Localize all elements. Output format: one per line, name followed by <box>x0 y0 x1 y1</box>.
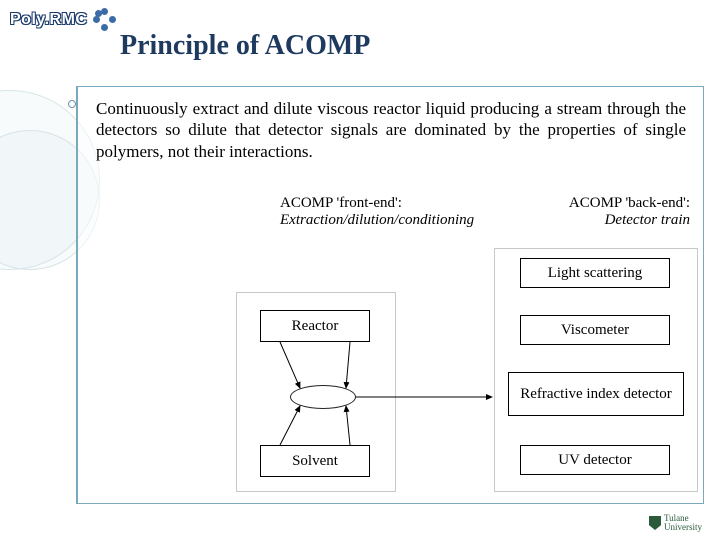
description-text: Continuously extract and dilute viscous … <box>96 98 686 162</box>
node-refractive-index: Refractive index detector <box>508 372 684 416</box>
frontend-label-lead: ACOMP 'front-end': <box>280 195 402 211</box>
frontend-label: ACOMP 'front-end': Extraction/dilution/c… <box>280 195 460 229</box>
node-reactor: Reactor <box>260 310 370 342</box>
backend-label-lead: ACOMP 'back-end': <box>569 195 690 211</box>
footer-university-logo: Tulane University <box>649 514 702 532</box>
frontend-label-sub: Extraction/dilution/conditioning <box>280 212 474 228</box>
node-solvent: Solvent <box>260 445 370 477</box>
brand-logo-icon <box>91 6 119 34</box>
node-uv-detector: UV detector <box>520 445 670 475</box>
backend-label-sub: Detector train <box>605 212 690 228</box>
brand-logo-text: Poly.RMC <box>10 11 87 29</box>
chain-dot <box>68 100 76 108</box>
backend-label: ACOMP 'back-end': Detector train <box>510 195 690 229</box>
brand-logo: Poly.RMC <box>10 6 119 34</box>
page-title: Principle of ACOMP <box>120 30 370 62</box>
node-light-scattering: Light scattering <box>520 258 670 288</box>
node-viscometer: Viscometer <box>520 315 670 345</box>
shield-icon <box>649 516 661 530</box>
node-mixer <box>290 385 356 409</box>
footer-text: Tulane University <box>664 514 702 532</box>
